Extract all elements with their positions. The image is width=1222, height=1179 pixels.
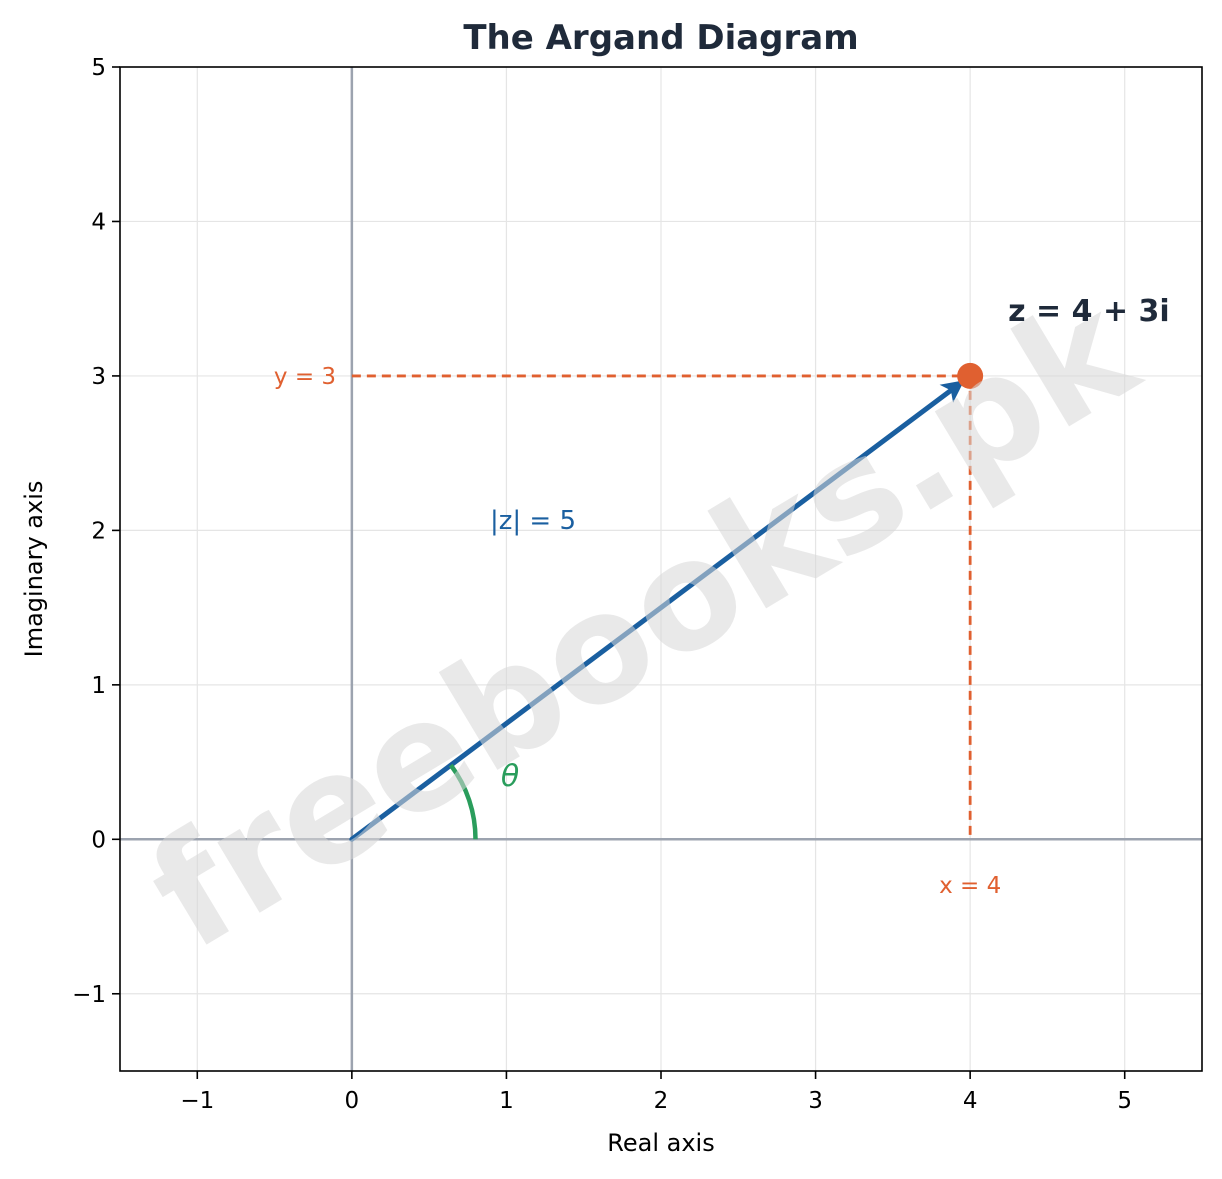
x-axis-label: Real axis (607, 1129, 714, 1157)
y-ticks: −1 0 1 2 3 4 5 (72, 55, 120, 1008)
x-tick-label: 4 (963, 1088, 978, 1114)
y-tick-label: 1 (91, 673, 106, 699)
y-tick-label: 3 (91, 364, 106, 390)
x-tick-label: −1 (180, 1088, 214, 1114)
modulus-vector (349, 380, 965, 842)
point-z (957, 362, 984, 389)
x-tick-label: 1 (499, 1088, 514, 1114)
y-tick-label: 0 (91, 827, 106, 853)
point-label: z = 4 + 3i (1008, 294, 1170, 329)
x-tick-label: 0 (345, 1088, 360, 1114)
y-tick-label: 5 (91, 55, 106, 81)
origin-axes (120, 67, 1202, 1071)
annotations: z = 4 + 3i |z| = 5 θ y = 3 x = 4 (274, 294, 1170, 899)
x-ticks: −1 0 1 2 3 4 5 (180, 1071, 1132, 1114)
x-tick-label: 2 (654, 1088, 669, 1114)
point-layer (957, 362, 984, 389)
angle-layer (449, 763, 478, 840)
x-projection-label: x = 4 (939, 873, 1001, 899)
modulus-label: |z| = 5 (490, 506, 576, 536)
y-tick-label: 4 (91, 209, 106, 235)
x-tick-label: 5 (1117, 1088, 1132, 1114)
projection-lines (351, 374, 972, 840)
y-projection-label: y = 3 (274, 364, 336, 390)
angle-arc (449, 763, 478, 840)
chart-title: The Argand Diagram (463, 18, 858, 58)
vector-layer (349, 380, 965, 842)
angle-label: θ (501, 759, 519, 794)
y-tick-label: 2 (91, 518, 106, 544)
y-axis-label: Imaginary axis (20, 481, 48, 658)
y-tick-label: −1 (72, 982, 106, 1008)
x-tick-label: 3 (808, 1088, 823, 1114)
